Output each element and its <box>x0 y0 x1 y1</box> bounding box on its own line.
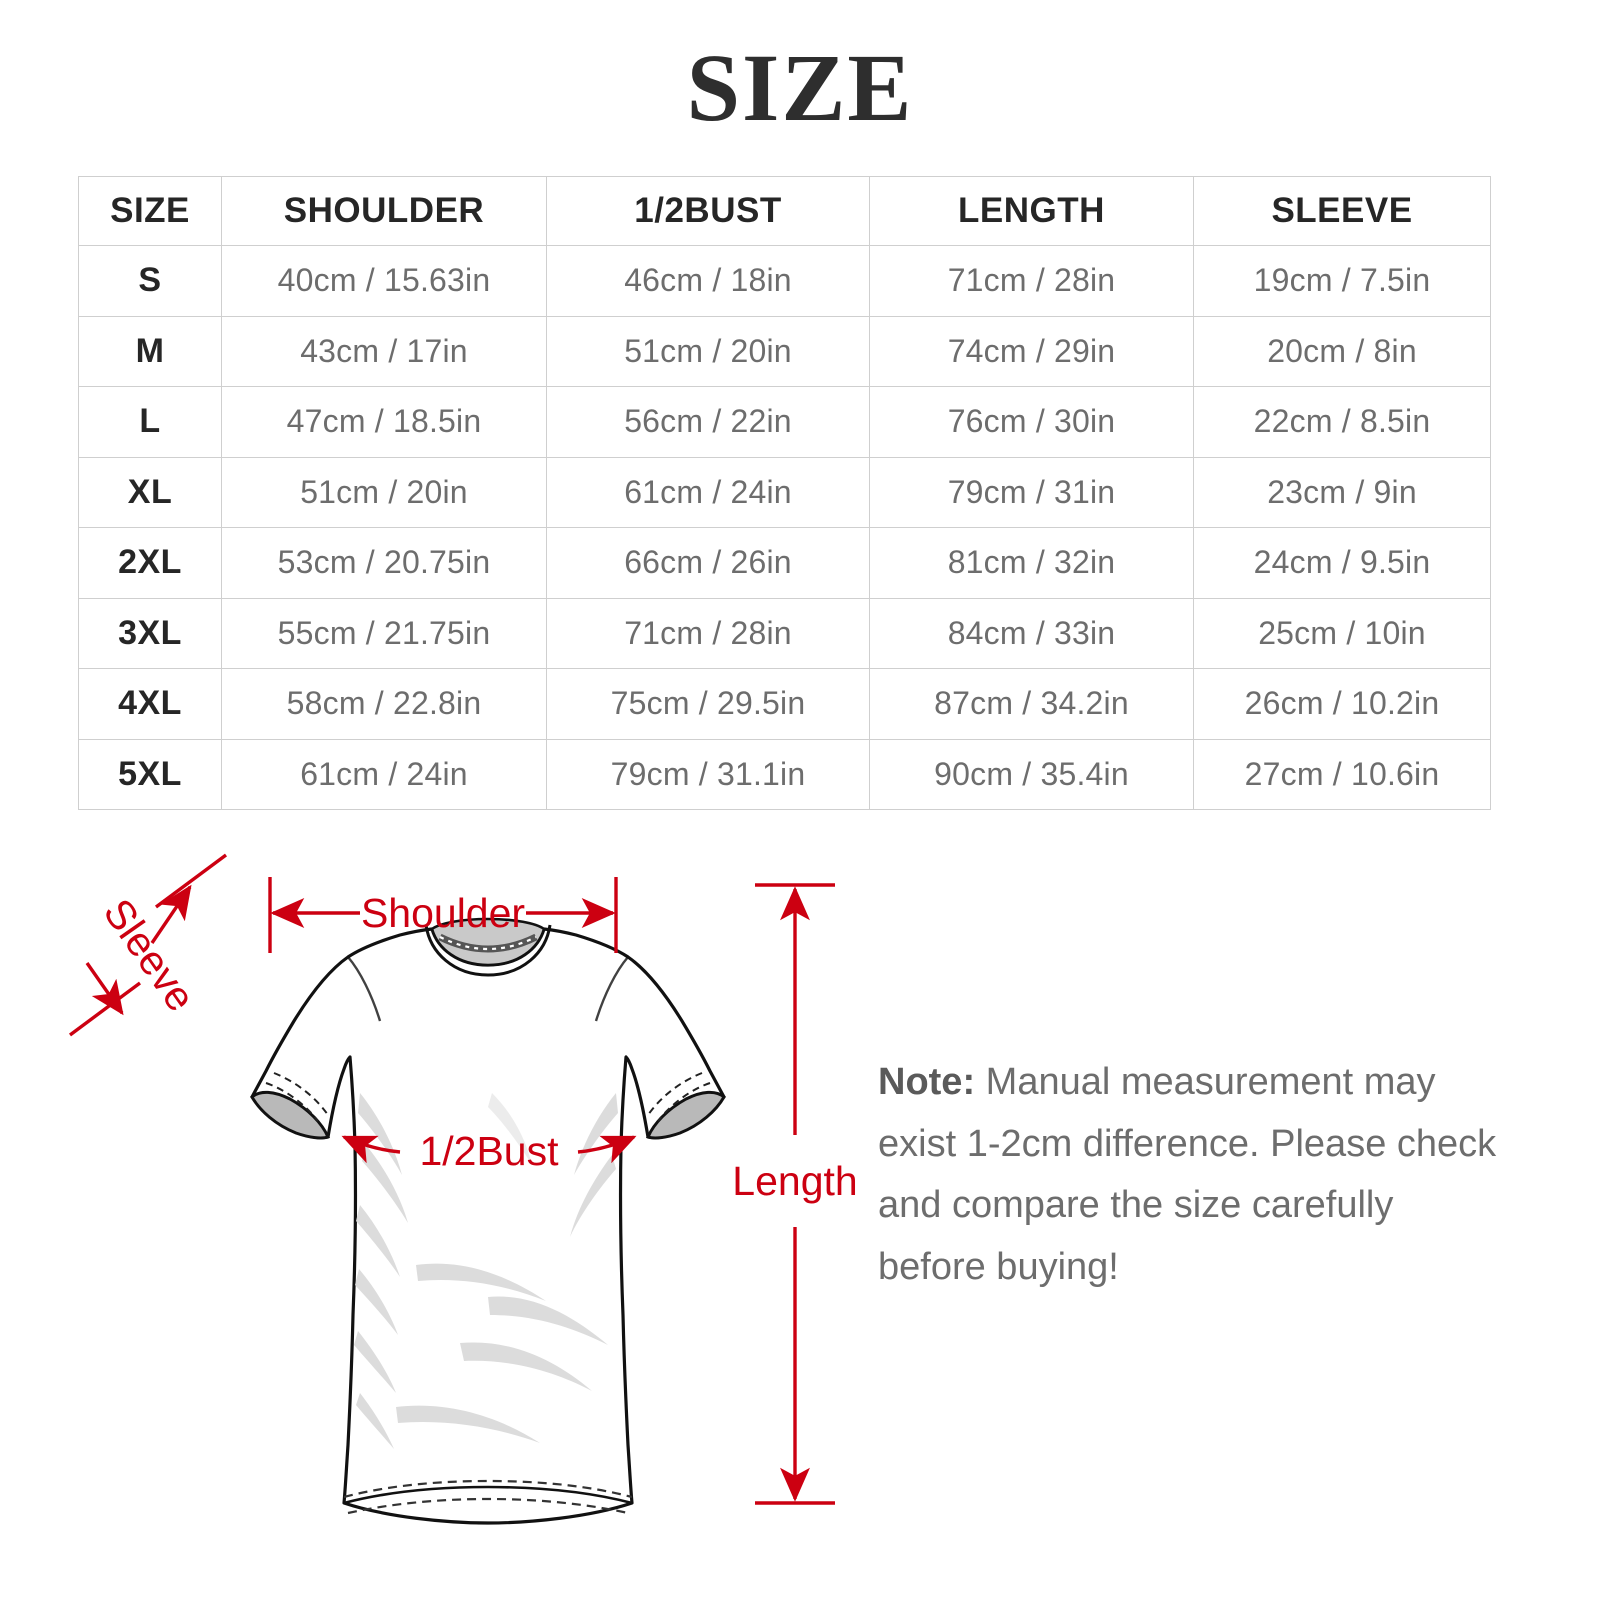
cell-shoulder: 40cm / 15.63in <box>221 245 547 317</box>
cell-shoulder: 43cm / 17in <box>221 315 547 387</box>
cell-sleeve: 27cm / 10.6in <box>1193 738 1491 810</box>
cell-size: 5XL <box>78 738 222 810</box>
cell-size: XL <box>78 456 222 528</box>
sleeve-cuff-right-opening <box>645 1090 726 1140</box>
cell-shoulder: 47cm / 18.5in <box>221 386 547 458</box>
cell-bust: 61cm / 24in <box>546 456 870 528</box>
cell-bust: 66cm / 26in <box>546 527 870 599</box>
tshirt-body-outline <box>250 927 726 1525</box>
bust-arrow-left <box>341 1135 401 1164</box>
tshirt-illustration <box>250 917 726 1525</box>
bust-dimension-arrow: 1/2Bust <box>341 1128 637 1174</box>
cell-length: 74cm / 29in <box>869 315 1194 387</box>
table-row: L 47cm / 18.5in 56cm / 22in 76cm / 30in … <box>78 386 1491 458</box>
column-header-bust: 1/2BUST <box>546 176 870 246</box>
sleeve-cuff-left-stitch-a <box>265 1082 319 1122</box>
column-header-sleeve: SLEEVE <box>1193 176 1491 246</box>
table-row: M 43cm / 17in 51cm / 20in 74cm / 29in 20… <box>78 315 1491 387</box>
tshirt-collar-inner <box>430 917 546 967</box>
table-row: 5XL 61cm / 24in 79cm / 31.1in 90cm / 35.… <box>78 738 1491 810</box>
cell-length: 87cm / 34.2in <box>869 668 1194 740</box>
cell-bust: 75cm / 29.5in <box>546 668 870 740</box>
cell-length: 76cm / 30in <box>869 386 1194 458</box>
hem-stitch-lower <box>347 1497 629 1515</box>
bust-label: 1/2Bust <box>419 1128 559 1174</box>
sleeve-cuff-right-stitch-b <box>647 1072 703 1116</box>
cell-bust: 46cm / 18in <box>546 245 870 317</box>
cell-sleeve: 26cm / 10.2in <box>1193 668 1491 740</box>
cell-sleeve: 23cm / 9in <box>1193 456 1491 528</box>
cell-sleeve: 20cm / 8in <box>1193 315 1491 387</box>
cell-shoulder: 61cm / 24in <box>221 738 547 810</box>
note-text: Manual measurement may exist 1-2cm diffe… <box>878 1061 1497 1288</box>
table-row: XL 51cm / 20in 61cm / 24in 79cm / 31in 2… <box>78 456 1491 528</box>
cell-size: S <box>78 245 222 317</box>
column-header-size: SIZE <box>78 176 222 246</box>
cell-length: 90cm / 35.4in <box>869 738 1194 810</box>
sleeve-cuff-left-opening <box>250 1090 331 1140</box>
cell-size: 3XL <box>78 597 222 669</box>
hem-inner-edge <box>343 1485 633 1505</box>
note-label: Note: <box>878 1061 976 1103</box>
cell-bust: 56cm / 22in <box>546 386 870 458</box>
cell-shoulder: 58cm / 22.8in <box>221 668 547 740</box>
collar-seam <box>424 924 552 977</box>
cell-bust: 79cm / 31.1in <box>546 738 870 810</box>
fabric-shading <box>354 1093 618 1449</box>
cell-length: 81cm / 32in <box>869 527 1194 599</box>
table-row: 3XL 55cm / 21.75in 71cm / 28in 84cm / 33… <box>78 597 1491 669</box>
cell-size: 4XL <box>78 668 222 740</box>
column-header-shoulder: SHOULDER <box>221 176 547 246</box>
page-title: SIZE <box>686 34 914 141</box>
collar-ribbing-stitch <box>439 936 537 951</box>
note-block: Note: Manual measurement may exist 1-2cm… <box>878 1052 1498 1298</box>
cell-length: 84cm / 33in <box>869 597 1194 669</box>
shoulder-dimension-arrow: Shoulder <box>268 877 618 953</box>
table-header-row: SIZE SHOULDER 1/2BUST LENGTH SLEEVE <box>78 176 1491 246</box>
sleeve-cuff-right-stitch-a <box>657 1082 711 1122</box>
cell-bust: 51cm / 20in <box>546 315 870 387</box>
length-label: Length <box>732 1158 857 1204</box>
column-header-length: LENGTH <box>869 176 1194 246</box>
cell-sleeve: 25cm / 10in <box>1193 597 1491 669</box>
sleeve-dimension-arrow: Sleeve <box>68 853 228 1037</box>
cell-shoulder: 55cm / 21.75in <box>221 597 547 669</box>
cell-sleeve: 24cm / 9.5in <box>1193 527 1491 599</box>
cell-shoulder: 53cm / 20.75in <box>221 527 547 599</box>
tshirt-measurement-diagram: Shoulder Sleeve 1/2Bust Length <box>60 845 920 1565</box>
size-chart-table: SIZE SHOULDER 1/2BUST LENGTH SLEEVE S 40… <box>78 176 1491 810</box>
cell-size: L <box>78 386 222 458</box>
cell-length: 79cm / 31in <box>869 456 1194 528</box>
sleeve-cuff-left-stitch-b <box>273 1072 329 1116</box>
cell-size: 2XL <box>78 527 222 599</box>
sleeve-arrow-lower <box>85 962 124 1016</box>
table-row: S 40cm / 15.63in 46cm / 18in 71cm / 28in… <box>78 245 1491 317</box>
sleeve-arrow-upper <box>150 884 192 944</box>
shoulder-seam-right <box>594 956 629 1022</box>
shoulder-seam-left <box>347 956 382 1022</box>
shoulder-label: Shoulder <box>361 890 525 936</box>
cell-sleeve: 19cm / 7.5in <box>1193 245 1491 317</box>
table-row: 4XL 58cm / 22.8in 75cm / 29.5in 87cm / 3… <box>78 668 1491 740</box>
cell-size: M <box>78 315 222 387</box>
cell-length: 71cm / 28in <box>869 245 1194 317</box>
hem-stitch-upper <box>343 1479 633 1499</box>
cell-sleeve: 22cm / 8.5in <box>1193 386 1491 458</box>
cell-shoulder: 51cm / 20in <box>221 456 547 528</box>
sleeve-cap-upper <box>154 853 228 909</box>
length-dimension-arrow: Length <box>732 883 858 1505</box>
cell-bust: 71cm / 28in <box>546 597 870 669</box>
table-row: 2XL 53cm / 20.75in 66cm / 26in 81cm / 32… <box>78 527 1491 599</box>
bust-arrow-right <box>577 1135 637 1164</box>
